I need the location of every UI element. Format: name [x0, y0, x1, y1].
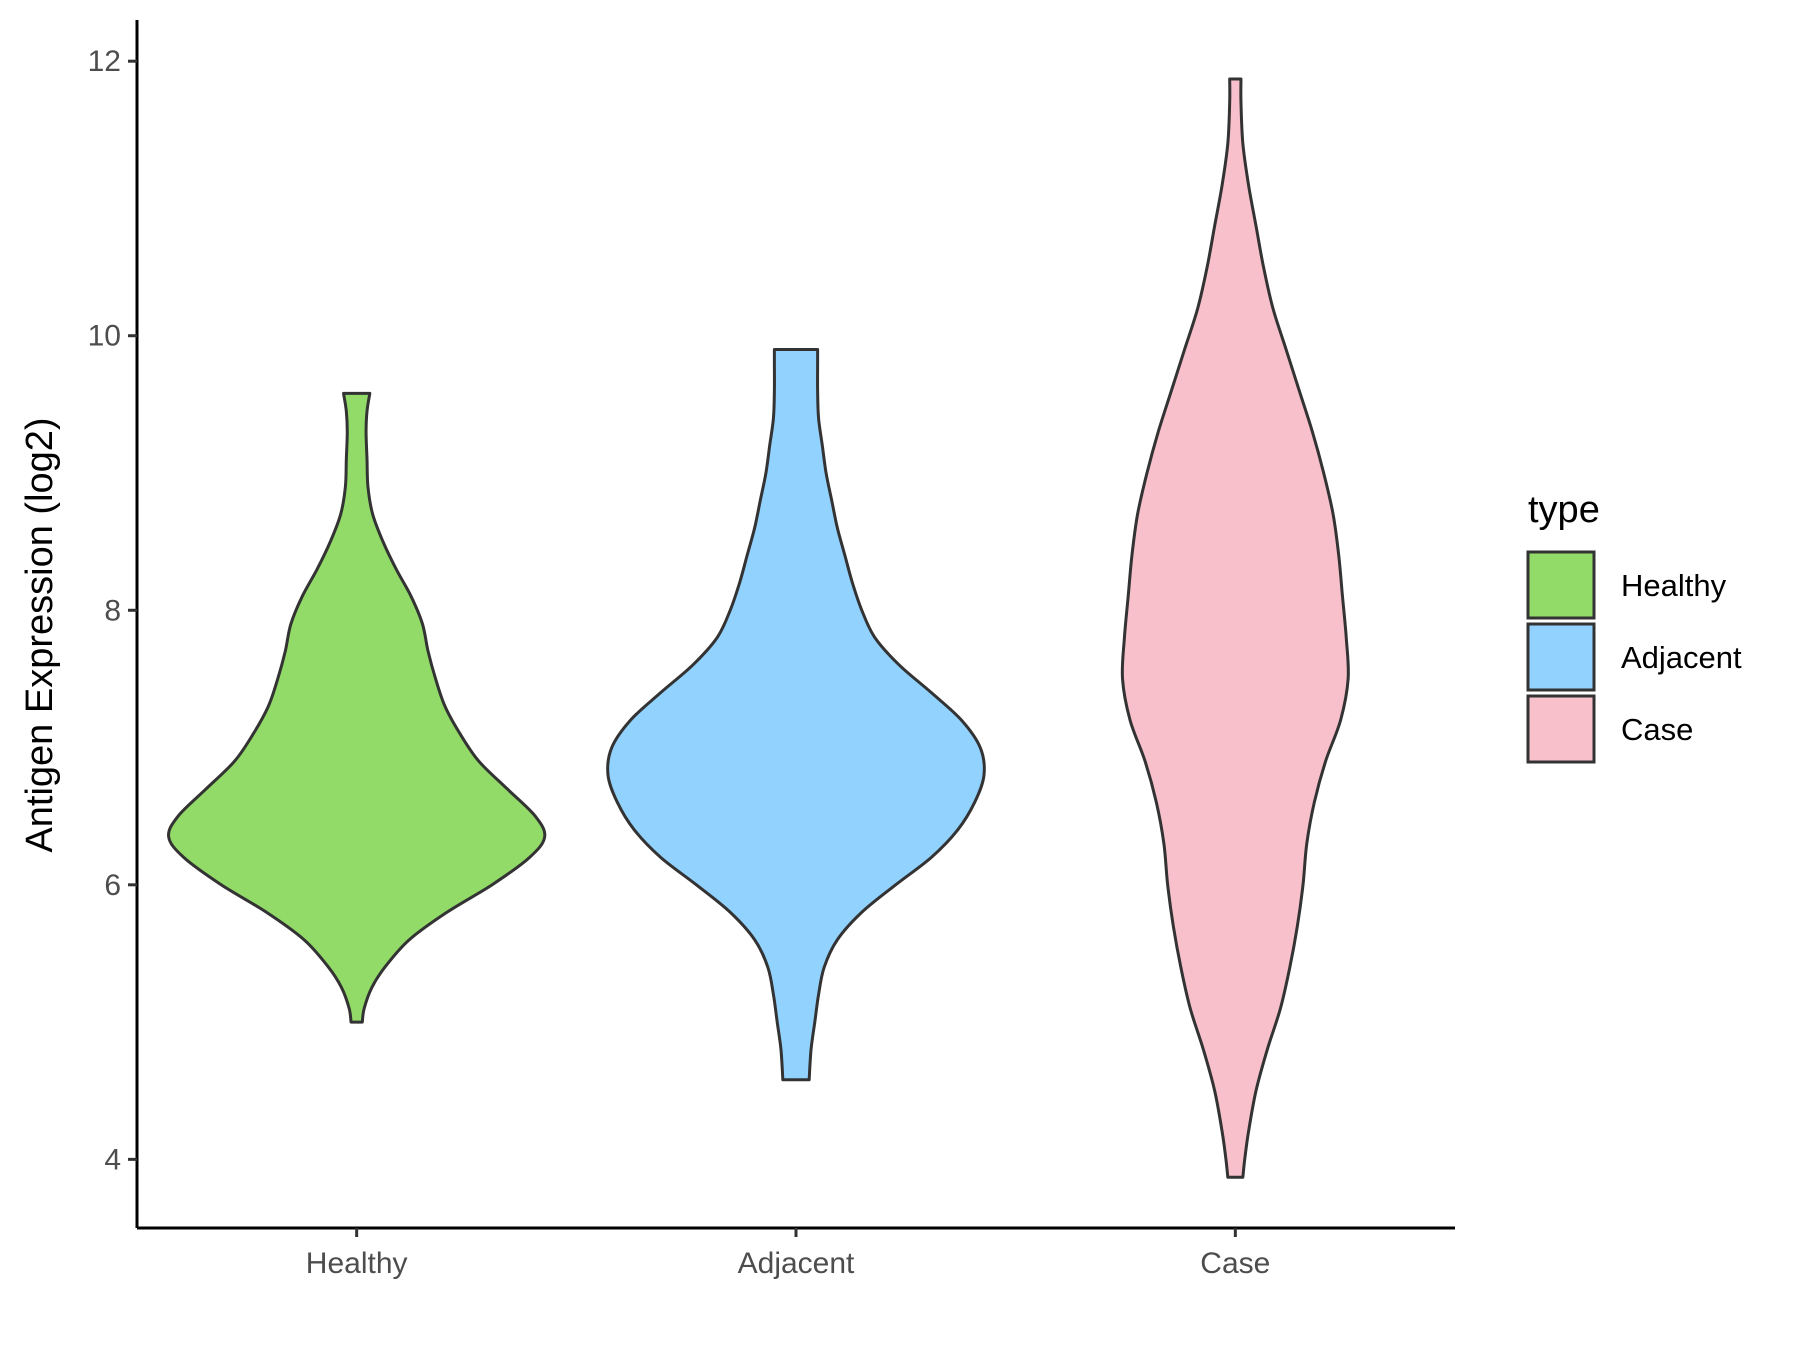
legend: type Healthy Adjacent Case: [1526, 489, 1742, 764]
x-tick-label: Adjacent: [738, 1247, 855, 1280]
x-axis: Healthy Adjacent Case: [137, 1226, 1455, 1280]
y-tick-label: 10: [88, 320, 121, 353]
y-tick-label: 4: [104, 1143, 121, 1176]
y-tick-label: 6: [104, 869, 121, 902]
x-tick-label: Case: [1200, 1247, 1270, 1280]
y-tick-label: 12: [88, 45, 121, 78]
violin-case: [1120, 77, 1350, 1179]
y-axis-title: Antigen Expression (log2): [19, 417, 61, 852]
legend-label: Adjacent: [1621, 640, 1742, 675]
violin-adjacent: [606, 347, 986, 1082]
legend-key-adjacent: [1526, 622, 1596, 692]
legend-key-case: [1526, 694, 1596, 764]
legend-label: Case: [1621, 712, 1693, 747]
violin-healthy: [167, 391, 547, 1024]
legend-key-healthy: [1526, 550, 1596, 620]
legend-title: type: [1528, 489, 1600, 531]
y-axis: 4 6 8 10 12: [88, 20, 139, 1228]
x-tick-label: Healthy: [306, 1247, 408, 1280]
legend-label: Healthy: [1621, 568, 1727, 603]
y-tick-label: 8: [104, 594, 121, 627]
violins-layer: [167, 77, 1350, 1179]
